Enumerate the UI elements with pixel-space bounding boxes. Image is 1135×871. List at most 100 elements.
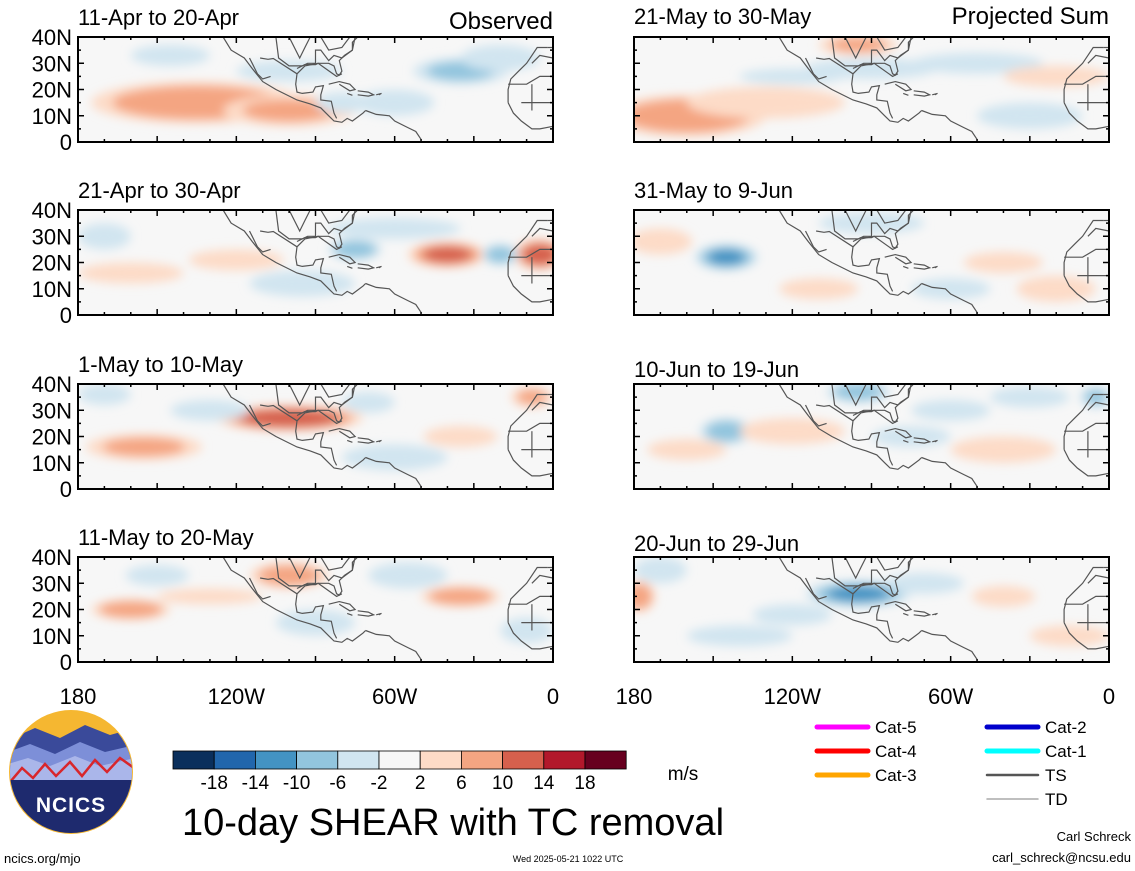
shear-contour xyxy=(1003,65,1109,87)
lat-tick-label: 30N xyxy=(32,224,72,249)
shear-contour xyxy=(708,249,745,265)
lat-tick-label: 40N xyxy=(32,25,72,50)
panel-period-title: 31-May to 9-Jun xyxy=(634,178,793,203)
shear-contour xyxy=(990,386,1070,408)
panel-period-title: 20-Jun to 29-Jun xyxy=(634,531,799,556)
legend-label: Cat-2 xyxy=(1045,718,1087,737)
ncics-logo: NCICS xyxy=(9,710,133,834)
shear-field xyxy=(634,37,1109,142)
legend-label: TD xyxy=(1045,790,1068,809)
shear-contour xyxy=(249,270,356,297)
column-label-projected: Projected Sum xyxy=(952,3,1109,30)
coastlines xyxy=(222,557,553,660)
shear-contour xyxy=(1084,389,1107,405)
shear-contour xyxy=(460,44,540,72)
shear-contour xyxy=(647,439,727,461)
colorbar-box xyxy=(254,750,297,770)
shear-contour xyxy=(1029,625,1109,647)
coastlines xyxy=(778,37,1109,140)
colorbar-box xyxy=(460,750,503,770)
shear-contour xyxy=(634,557,687,584)
lat-tick-label: 20N xyxy=(32,425,72,450)
shear-contour xyxy=(779,278,859,300)
lat-tick-label: 30N xyxy=(32,571,72,596)
coastlines xyxy=(778,210,1109,313)
coastlines xyxy=(222,37,553,140)
shear-contour xyxy=(78,384,131,405)
lat-tick-label: 30N xyxy=(32,398,72,423)
shear-contour xyxy=(328,217,461,239)
lon-tick-label: 180 xyxy=(616,684,653,709)
shear-contour xyxy=(977,102,1083,129)
lat-tick-label: 40N xyxy=(32,372,72,397)
shear-contour xyxy=(125,564,189,586)
shear-contour xyxy=(706,421,747,442)
lat-tick-label: 10N xyxy=(32,104,72,129)
shear-contour xyxy=(99,601,163,618)
shear-contour xyxy=(963,252,1043,273)
coastlines xyxy=(222,384,553,487)
shear-contour xyxy=(686,625,793,647)
shear-contour xyxy=(739,68,846,85)
author-label: Carl Schreck xyxy=(1057,829,1132,844)
shear-field xyxy=(634,557,1109,662)
shear-contour xyxy=(950,436,1057,463)
panel-period-title: 21-May to 30-May xyxy=(634,4,811,29)
shear-contour xyxy=(971,585,1036,607)
shear-contour xyxy=(258,565,320,586)
shear-contour xyxy=(884,572,964,594)
figure-title: 10-day SHEAR with TC removal xyxy=(182,802,724,844)
colorbar-label: -14 xyxy=(242,773,270,794)
shear-contour xyxy=(334,241,377,258)
map-panel xyxy=(633,209,1110,316)
legend-label: Cat-4 xyxy=(875,742,917,761)
lat-tick-label: 30N xyxy=(32,51,72,76)
lat-tick-label: 40N xyxy=(32,198,72,223)
colorbar-box xyxy=(213,750,256,770)
shear-contour xyxy=(275,609,356,636)
logo-text: NCICS xyxy=(36,794,106,817)
lon-tick-label: 120W xyxy=(208,684,266,709)
shear-contour xyxy=(429,588,493,605)
lat-tick-label: 0 xyxy=(60,650,72,675)
shear-contour xyxy=(830,37,887,53)
lat-tick-label: 40N xyxy=(32,545,72,570)
panel-period-title: 11-May to 20-May xyxy=(78,525,254,550)
longitude-axis: 180 120W 60W 0 180 120W 60W 0 xyxy=(60,684,1115,709)
shear-contour xyxy=(368,562,448,589)
shear-contour xyxy=(341,444,448,471)
lat-tick-label: 0 xyxy=(60,303,72,328)
colorbar-box xyxy=(378,750,421,770)
shear-contour xyxy=(500,617,553,644)
coastlines xyxy=(222,210,553,313)
shear-contour xyxy=(827,586,889,602)
shear-contour xyxy=(634,583,652,609)
colorbar-label: 6 xyxy=(456,773,467,794)
panel-period-title: 11-Apr to 20-Apr xyxy=(78,5,239,30)
shear-contour xyxy=(341,391,395,413)
shear-contour xyxy=(634,228,693,255)
colorbar-box xyxy=(584,750,627,770)
lat-tick-label: 0 xyxy=(60,130,72,155)
shear-contour xyxy=(739,418,846,445)
shear-contour xyxy=(78,223,131,250)
colorbar-box xyxy=(296,750,339,770)
colorbar-box xyxy=(337,750,380,770)
lat-tick-label: 20N xyxy=(32,598,72,623)
colorbar-label: -18 xyxy=(200,773,227,794)
coastlines xyxy=(778,557,1109,660)
coastlines xyxy=(778,384,1109,487)
lat-tick-label: 20N xyxy=(32,78,72,103)
panel-period-title: 21-Apr to 30-Apr xyxy=(78,178,241,203)
lon-tick-label: 120W xyxy=(764,684,822,709)
shear-contour xyxy=(355,89,435,116)
legend-label: TS xyxy=(1045,766,1067,785)
shear-contour xyxy=(188,249,284,271)
colorbar-box xyxy=(172,750,215,770)
shear-contour xyxy=(1016,275,1096,302)
